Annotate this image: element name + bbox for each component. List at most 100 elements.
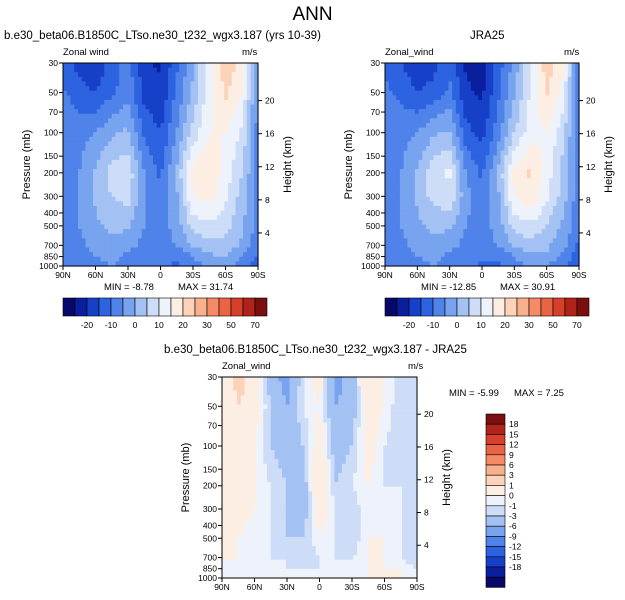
heatmap-cell [489,192,494,198]
heatmap-cell [183,224,188,230]
heatmap-cell [96,113,102,119]
heatmap-cell [485,238,491,244]
heatmap-cell [567,224,573,230]
heatmap-cell [267,390,272,396]
heatmap-cell [474,113,479,119]
heatmap-cell [526,146,532,152]
heatmap-cell [440,86,446,92]
heatmap-cell [201,229,207,235]
heatmap-cell [93,206,98,212]
heatmap-cell [515,109,520,115]
heatmap-cell [74,99,79,106]
heatmap-cell [426,76,431,83]
heatmap-cell [530,90,535,96]
heatmap-cell [119,95,124,101]
heatmap-cell [349,395,354,401]
heatmap-cell [489,159,494,166]
heatmap-cell [537,95,543,101]
heatmap-cell [254,224,259,230]
heatmap-cell [104,187,109,193]
heatmap-cell [549,136,554,143]
heatmap-cell [422,86,427,92]
heatmap-cell [168,81,173,87]
heatmap-cell [85,104,90,110]
heatmap-cell [209,146,214,152]
heatmap-cell [179,206,184,212]
heatmap-cell [164,252,169,258]
heatmap-cell [267,386,272,392]
heatmap-cell [444,233,450,239]
heatmap-cell [571,224,576,230]
heatmap-cell [556,63,561,69]
heatmap-cell [489,67,494,73]
heatmap-cell [231,196,237,203]
heatmap-cell [567,109,573,115]
heatmap-cell [482,95,487,101]
heatmap-cell [489,201,494,207]
heatmap-cell [478,104,483,110]
heatmap-cell [183,76,188,83]
heatmap-cell [141,210,147,216]
heatmap-cell [123,256,128,262]
heatmap-cell [345,381,351,387]
heatmap-cell [575,136,580,143]
heatmap-cell [545,159,550,166]
heatmap-cell [455,81,461,87]
heatmap-cell [93,201,98,207]
heatmap-cell [198,233,203,239]
heatmap-cell [171,141,177,147]
heatmap-cell [149,90,154,96]
heatmap-cell [467,76,472,83]
heatmap-cell [209,141,214,147]
heatmap-cell [537,63,543,69]
heatmap-cell [526,192,532,198]
heatmap-cell [89,224,94,230]
heatmap-cell [111,81,117,87]
heatmap-cell [231,192,237,198]
heatmap-cell [407,187,412,193]
heatmap-cell [160,63,165,69]
heatmap-cell [392,104,397,110]
heatmap-cell [375,381,381,387]
heatmap-cell [418,155,423,161]
heatmap-cell [239,141,244,147]
heatmap-cell [411,141,416,147]
heatmap-cell [179,187,184,193]
heatmap-cell [235,132,240,138]
heatmap-cell [126,247,132,253]
heatmap-cell [171,159,177,166]
heatmap-cell [304,399,309,406]
heatmap-cell [93,136,98,143]
heatmap-cell [496,233,502,239]
heatmap-cell [519,233,524,239]
heatmap-cell [153,229,158,235]
heatmap-cell [385,261,390,267]
heatmap-cell [493,169,498,175]
heatmap-cell [385,136,390,143]
heatmap-cell [545,127,550,133]
heatmap-cell [138,76,143,83]
heatmap-cell [545,67,550,73]
heatmap-cell [213,113,218,119]
heatmap-cell [228,201,233,207]
heatmap-cell [437,72,442,78]
heatmap-cell [126,81,132,87]
heatmap-cell [508,67,513,73]
heatmap-cell [240,390,246,396]
heatmap-cell [448,242,453,249]
heatmap-cell [96,95,102,101]
heatmap-cell [452,169,457,175]
heatmap-cell [216,159,222,166]
heatmap-cell [111,104,117,110]
heatmap-cell [392,127,397,133]
heatmap-cell [571,206,576,212]
heatmap-cell [452,95,457,101]
heatmap-cell [119,187,124,193]
heatmap-cell [413,381,418,387]
heatmap-cell [504,169,509,175]
heatmap-cell [254,113,259,119]
heatmap-cell [111,90,117,96]
heatmap-cell [478,173,483,179]
heatmap-cell [224,90,229,96]
heatmap-cell [186,261,192,267]
